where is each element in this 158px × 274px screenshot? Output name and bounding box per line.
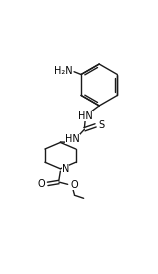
Text: HN: HN [65, 134, 80, 144]
Text: O: O [70, 180, 78, 190]
Text: O: O [37, 179, 45, 189]
Text: HN: HN [78, 111, 93, 121]
Text: H₂N: H₂N [54, 66, 73, 76]
Text: S: S [98, 120, 105, 130]
Text: N: N [62, 164, 69, 174]
